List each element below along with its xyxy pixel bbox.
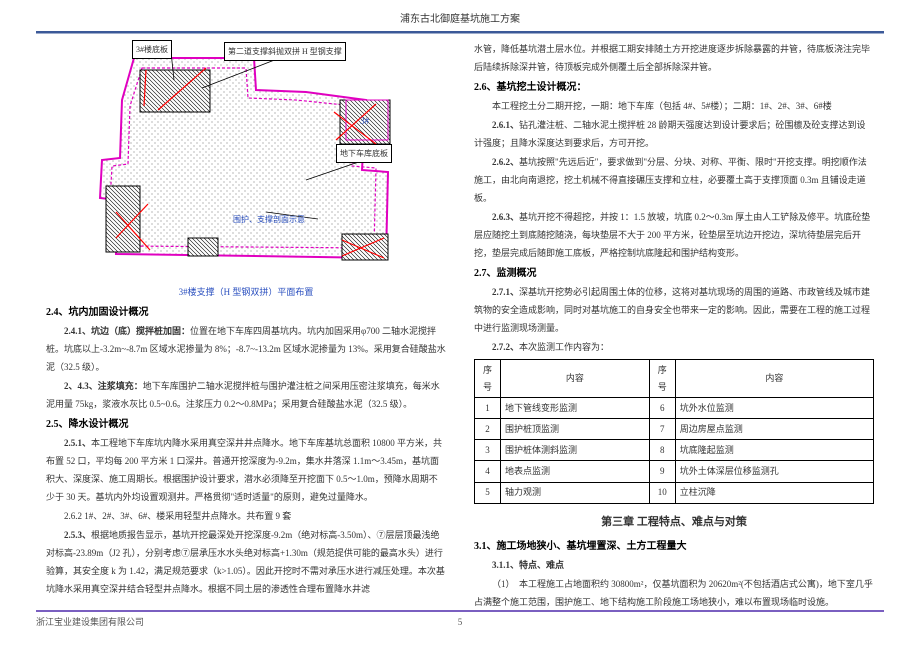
plan-diagram: 3# 3#楼底板 第二道支撑斜抛双拼 H 型钢支撑 地下车库底板 围护、支撑剖面… [46, 40, 446, 282]
section-2-7: 2.7、监测概况 [474, 264, 874, 283]
para-2-7-2: 2.7.2、本次监测工作内容为： [474, 338, 874, 356]
para-2-6-3: 2.6.3、基坑开挖不得超挖，并按 1：1.5 放坡，坑底 0.2～0.3m 厚… [474, 208, 874, 262]
page-header: 浦东古北御庭基坑施工方案 [0, 0, 920, 31]
para-2-4-3: 2、4.3、注浆填充：地下车库围护二轴水泥搅拌桩与围护灌注桩之间采用压密注浆填充… [46, 377, 446, 413]
right-column: 水管，降低基坑潜土层水位。并根据工期安排随土方开挖进度逐步拆除暴露的井管，待底板… [456, 40, 884, 606]
th: 内容 [675, 360, 873, 398]
section-2-4: 2.4、坑内加固设计概况 [46, 303, 446, 322]
para-2-6-2l: 2.6.2 1#、2#、3#、6#、楼采用轻型井点降水。共布置 9 套 [46, 507, 446, 525]
th: 内容 [501, 360, 650, 398]
diagram-label-basement: 地下车库底板 [336, 144, 392, 163]
para-cont: 水管，降低基坑潜土层水位。并根据工期安排随土方开挖进度逐步拆除暴露的井管，待底板… [474, 40, 874, 76]
td: 周边房屋点监测 [675, 419, 873, 440]
svg-text:3#: 3# [360, 116, 370, 126]
header-rule [36, 31, 884, 34]
table-row: 2围护桩顶监测7周边房屋点监测 [475, 419, 874, 440]
para-2-6-2: 2.6.2、基坑按照"先远后近"，要求做到"分层、分块、对称、平衡、限时"开挖支… [474, 153, 874, 207]
table-row: 序号 内容 序号 内容 [475, 360, 874, 398]
para-2-7-2-head: 2.7.2、 [492, 342, 519, 352]
section-2-5: 2.5、降水设计概况 [46, 415, 446, 434]
para-2-5-1: 2.5.1、本工程地下车库坑内降水采用真空深井井点降水。地下车库基坑总面积 10… [46, 434, 446, 506]
para-2-6-1-head: 2.6.1、 [492, 120, 519, 130]
monitor-table: 序号 内容 序号 内容 1地下管线变形监测6坑外水位监测 2围护桩顶监测7周边房… [474, 359, 874, 504]
para-2-7-1-body: 深基坑开挖势必引起周围土体的位移，这将对基坑现场的周围的道路、市政管线及城市建筑… [474, 287, 870, 333]
diagram-caption: 3#楼支撑（H 型钢双拼）平面布置 [46, 284, 446, 301]
table-row: 4地表点监测9坑外土体深层位移监测孔 [475, 461, 874, 482]
para-2-6-2-head: 2.6.2、 [492, 157, 519, 167]
th: 序号 [475, 360, 501, 398]
td: 6 [649, 398, 675, 419]
td: 地表点监测 [501, 461, 650, 482]
para-2-6a: 本工程挖土分二期开挖，一期：地下车库（包括 4#、5#楼）；二期：1#、2#、3… [474, 97, 874, 115]
td: 轴力观测 [501, 482, 650, 503]
para-2-5-3-head: 2.5.3、 [64, 530, 91, 540]
footer-page: 5 [319, 614, 602, 631]
chapter-3-title: 第三章 工程特点、难点与对策 [474, 512, 874, 533]
para-2-5-1-head: 2.5.1、 [64, 438, 91, 448]
para-2-7-2-body: 本次监测工作内容为： [519, 342, 609, 352]
diagram-label-brace2: 第二道支撑斜抛双拼 H 型钢支撑 [224, 42, 346, 61]
para-2-6-3-head: 2.6.3、 [492, 212, 519, 222]
table-row: 5轴力观测10立柱沉降 [475, 482, 874, 503]
diagram-label-section: 围护、支撑剖面示意 [230, 211, 308, 228]
para-2-7-1: 2.7.1、深基坑开挖势必引起周围土体的位移，这将对基坑现场的周围的道路、市政管… [474, 283, 874, 337]
th: 序号 [649, 360, 675, 398]
para-2-6-2-body: 基坑按照"先远后近"，要求做到"分层、分块、对称、平衡、限时"开挖支撑。明挖顺作… [474, 157, 867, 203]
td: 3 [475, 440, 501, 461]
td: 4 [475, 461, 501, 482]
footer-spacer [601, 614, 884, 631]
td: 8 [649, 440, 675, 461]
td: 5 [475, 482, 501, 503]
table-row: 3围护桩体测斜监测8坑底隆起监测 [475, 440, 874, 461]
table-row: 1地下管线变形监测6坑外水位监测 [475, 398, 874, 419]
para-2-4-1: 2.4.1、坑边（底）搅拌桩加固：位置在地下车库四周基坑内。坑内加固采用φ700… [46, 322, 446, 376]
td: 围护桩顶监测 [501, 419, 650, 440]
td: 7 [649, 419, 675, 440]
para-2-5-3-body: 根据地质报告显示，基坑开挖最深处开挖深度-9.2m（绝对标高-3.50m）、⑦层… [46, 530, 445, 594]
para-2-7-1-head: 2.7.1、 [492, 287, 519, 297]
para-2-6-3-body: 基坑开挖不得超挖，并按 1：1.5 放坡，坑底 0.2～0.3m 厚土由人工铲除… [474, 212, 870, 258]
para-2-5-3: 2.5.3、根据地质报告显示，基坑开挖最深处开挖深度-9.2m（绝对标高-3.5… [46, 526, 446, 598]
para-3-1-1: 3.1.1、特点、难点 [474, 556, 874, 574]
para-2-4-1-head: 2.4.1、坑边（底）搅拌桩加固： [64, 326, 190, 336]
diagram-label-floor3: 3#楼底板 [132, 40, 172, 59]
td: 坑外土体深层位移监测孔 [675, 461, 873, 482]
section-3-1: 3.1、施工场地狭小、基坑埋置深、土方工程量大 [474, 537, 874, 556]
td: 坑外水位监测 [675, 398, 873, 419]
left-column: 3# 3#楼底板 第二道支撑斜抛双拼 H 型钢支撑 地下车库底板 围护、支撑剖面… [36, 40, 456, 606]
td: 10 [649, 482, 675, 503]
para-2-4-3-head: 2、4.3、注浆填充： [64, 381, 143, 391]
td: 地下管线变形监测 [501, 398, 650, 419]
para-2-6-1-body: 钻孔灌注桩、二轴水泥土搅拌桩 28 龄期天强度达到设计要求后；砼围檩及砼支撑达到… [474, 120, 866, 148]
td: 围护桩体测斜监测 [501, 440, 650, 461]
td: 坑底隆起监测 [675, 440, 873, 461]
para-2-5-1-body: 本工程地下车库坑内降水采用真空深井井点降水。地下车库基坑总面积 10800 平方… [46, 438, 442, 502]
footer-corp: 浙江宝业建设集团有限公司 [36, 614, 319, 631]
td: 9 [649, 461, 675, 482]
section-2-6: 2.6、基坑挖土设计概况： [474, 78, 874, 97]
para-2-6-1: 2.6.1、钻孔灌注桩、二轴水泥土搅拌桩 28 龄期天强度达到设计要求后；砼围檩… [474, 116, 874, 152]
para-3-1-1-1: （1） 本工程施工占地面积约 30800m²，仅基坑面积为 20620m²(不包… [474, 575, 874, 611]
td: 1 [475, 398, 501, 419]
td: 立柱沉降 [675, 482, 873, 503]
td: 2 [475, 419, 501, 440]
